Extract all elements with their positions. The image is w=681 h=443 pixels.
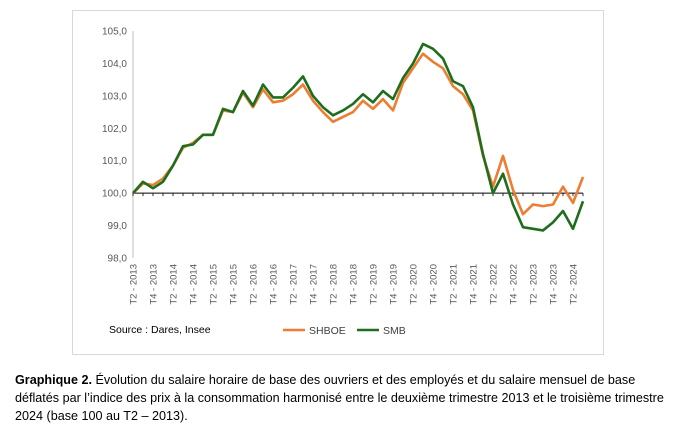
y-tick-label: 99,0: [108, 221, 128, 232]
legend-label-smb: SMB: [383, 325, 406, 337]
x-tick-label: T4 - 2014: [189, 264, 200, 305]
y-tick-label: 105,0: [102, 27, 127, 38]
x-tick-label: T2 - 2013: [129, 264, 140, 305]
x-tick-label: T2 - 2023: [529, 264, 540, 305]
x-axis-tick-labels: T2 - 2013 T4 - 2013 T2 - 2014 T4 - 2014 T2 -…: [129, 264, 580, 305]
x-tick-label: T4 - 2020: [429, 264, 440, 305]
x-tick-label: T4 - 2016: [269, 264, 280, 305]
caption-label: Graphique 2.: [15, 373, 92, 387]
x-tick-label: T4 - 2018: [349, 264, 360, 305]
source-note: Source : Dares, Insee: [109, 324, 211, 336]
x-tick-label: T2 - 2019: [369, 264, 380, 305]
caption-text: Évolution du salaire horaire de base des…: [15, 373, 664, 423]
x-tick-label: T2 - 2024: [569, 264, 580, 305]
x-tick-label: T4 - 2023: [549, 264, 560, 305]
x-tick-label: T2 - 2017: [289, 264, 300, 305]
x-tick-label: T2 - 2020: [409, 264, 420, 305]
x-tick-label: T4 - 2017: [309, 264, 320, 305]
figure-caption: Graphique 2. Évolution du salaire horair…: [15, 371, 670, 425]
y-tick-label: 102,0: [102, 124, 127, 135]
x-tick-label: T2 - 2016: [249, 264, 260, 305]
x-tick-label: T4 - 2013: [149, 264, 160, 305]
chart-container: 98,0 99,0 100,0 101,0 102,0 103,0 104,0 105,0 T…: [72, 10, 604, 355]
y-axis-tick-labels: 98,0 99,0 100,0 101,0 102,0 103,0 104,0 105,0: [102, 27, 127, 265]
legend: SHBOE SMB: [283, 325, 406, 337]
x-tick-label: T2 - 2021: [449, 264, 460, 305]
x-tick-label: T4 - 2021: [469, 264, 480, 305]
legend-label-shboe: SHBOE: [309, 325, 346, 337]
series-line-shboe: [132, 52, 585, 216]
y-tick-label: 100,0: [102, 189, 127, 200]
x-axis-ticks: [132, 193, 584, 197]
y-tick-label: 101,0: [102, 156, 127, 167]
x-tick-label: T2 - 2014: [169, 264, 180, 305]
series-lines: [132, 42, 585, 232]
y-tick-label: 103,0: [102, 91, 127, 102]
x-tick-label: T4 - 2022: [509, 264, 520, 305]
x-tick-label: T2 - 2018: [329, 264, 340, 305]
x-tick-label: T2 - 2015: [209, 264, 220, 305]
x-tick-label: T4 - 2019: [389, 264, 400, 305]
series-line-smb: [132, 42, 585, 232]
line-chart: 98,0 99,0 100,0 101,0 102,0 103,0 104,0 105,0 T…: [102, 27, 585, 337]
x-tick-label: T4 - 2015: [229, 264, 240, 305]
y-tick-label: 98,0: [108, 254, 128, 265]
x-tick-label: T2 - 2022: [489, 264, 500, 305]
y-tick-label: 104,0: [102, 59, 127, 70]
